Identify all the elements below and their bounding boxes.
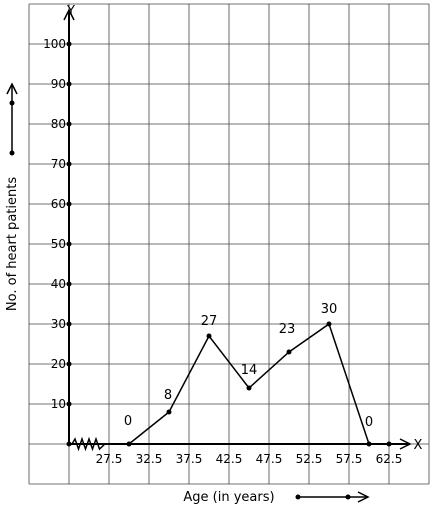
data-point (366, 441, 372, 447)
y-tick-dot (66, 201, 72, 207)
x-tick-label: 62.5 (376, 452, 403, 466)
data-label: 0 (124, 414, 132, 429)
y-tick-dot (66, 281, 72, 287)
data-point (246, 385, 252, 391)
data-labels: 0 8 27 14 23 30 0 (124, 302, 373, 430)
data-label: 0 (365, 415, 373, 430)
data-point (206, 333, 212, 339)
axis-break-zigzag (71, 436, 106, 452)
x-tick-label: 42.5 (216, 452, 243, 466)
x-axis-title: Age (in years) (183, 490, 274, 505)
right-arrow-dot (345, 494, 351, 500)
y-tick-label: 60 (51, 197, 66, 211)
x-tick-dot (386, 441, 392, 447)
data-label: 27 (201, 314, 218, 329)
y-tick-dot (66, 161, 72, 167)
grid (28, 3, 430, 485)
y-tick-dot (66, 81, 72, 87)
up-arrow-head (6, 82, 18, 95)
axes: Y X No. of heart patients Age (in years) (5, 4, 423, 505)
y-tick-label: 40 (51, 277, 66, 291)
x-tick-label: 37.5 (176, 452, 203, 466)
data-point (126, 441, 132, 447)
y-tick-label: 90 (51, 77, 66, 91)
origin-dot (66, 441, 72, 447)
x-axis-letter: X (414, 438, 423, 453)
right-arrow-head (357, 491, 370, 503)
y-tick-dot (66, 41, 72, 47)
y-tick-dot (66, 121, 72, 127)
y-tick-label: 50 (51, 237, 66, 251)
y-tick-label: 70 (51, 157, 66, 171)
x-tick-label: 47.5 (256, 452, 283, 466)
x-axis-arrow (399, 438, 412, 450)
y-axis-arrow (63, 8, 75, 21)
data-point (286, 349, 292, 355)
annotation-arrows (6, 82, 370, 503)
y-tick-dot (66, 361, 72, 367)
data-label: 14 (241, 363, 258, 378)
series-polyline (128, 322, 370, 445)
x-tick-label: 27.5 (96, 452, 123, 466)
y-tick-label: 80 (51, 117, 66, 131)
x-tick-label: 52.5 (296, 452, 323, 466)
up-arrow-dot (9, 150, 15, 156)
data-point (166, 409, 172, 415)
data-points (126, 321, 372, 447)
y-tick-dot (66, 401, 72, 407)
data-label: 8 (164, 388, 172, 403)
y-tick-label: 100 (43, 37, 66, 51)
data-point (326, 321, 332, 327)
y-axis-title: No. of heart patients (5, 177, 20, 311)
right-arrow-dot (295, 494, 301, 500)
x-tick-label: 57.5 (336, 452, 363, 466)
y-tick-label: 20 (51, 357, 66, 371)
y-tick-dot (66, 321, 72, 327)
y-tick-label: 30 (51, 317, 66, 331)
series-line (128, 322, 370, 445)
y-tick-dot (66, 241, 72, 247)
x-tick-label: 32.5 (136, 452, 163, 466)
y-axis-letter: Y (66, 4, 75, 19)
data-label: 23 (279, 322, 296, 337)
data-label: 30 (321, 302, 338, 317)
up-arrow-dot (9, 100, 15, 106)
y-tick-label: 10 (51, 397, 66, 411)
